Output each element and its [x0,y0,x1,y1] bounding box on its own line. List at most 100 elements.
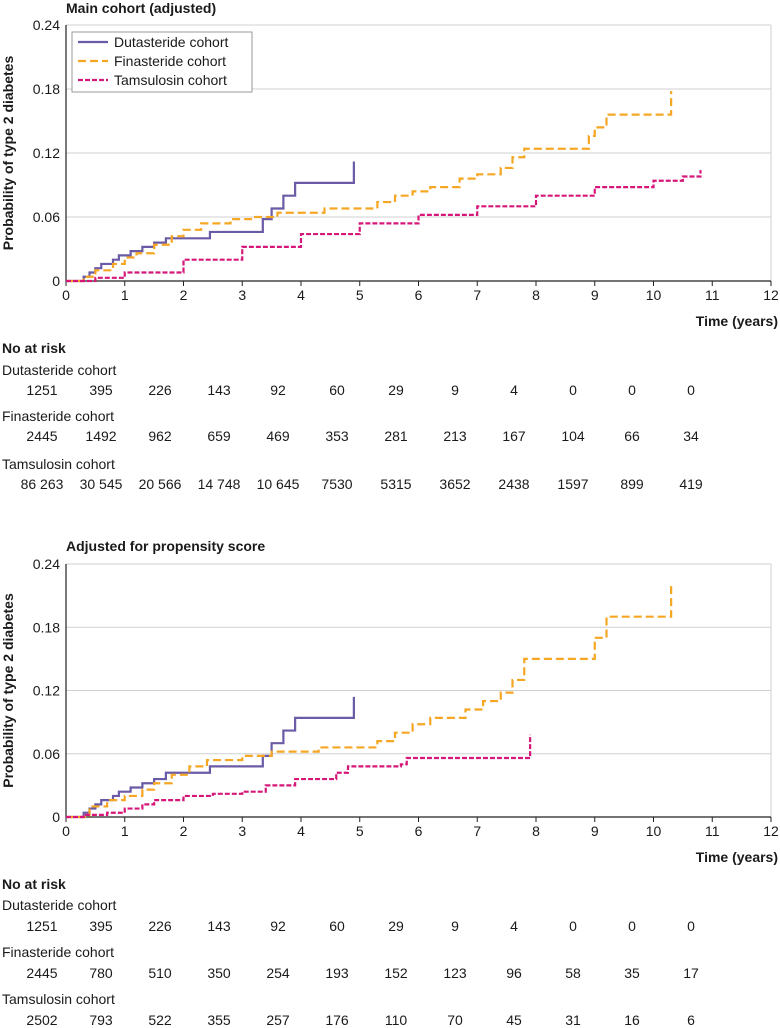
no-at-risk-value: 6 [687,1012,695,1028]
no-at-risk-value: 92 [270,382,286,398]
y-tick-label: 0.12 [33,683,60,699]
x-tick-label: 0 [62,287,70,303]
no-at-risk-value: 66 [624,428,640,444]
no-at-risk-value: 70 [447,1012,463,1028]
no-at-risk-value: 29 [388,918,404,934]
no-at-risk-value: 395 [89,918,113,934]
x-tick-label: 7 [473,287,481,303]
no-at-risk-value: 1251 [26,382,58,398]
x-tick-label: 0 [62,823,70,839]
no-at-risk-value: 3652 [439,476,471,492]
no-at-risk-value: 167 [502,428,526,444]
chart-title: Main cohort (adjusted) [66,0,217,16]
x-tick-label: 8 [532,823,540,839]
no-at-risk-value: 60 [329,382,345,398]
no-at-risk-value: 176 [325,1012,349,1028]
no-at-risk-value: 104 [561,428,585,444]
legend-label: Dutasteride cohort [114,34,229,50]
no-at-risk-value: 152 [384,965,408,981]
x-tick-label: 4 [297,287,305,303]
no-at-risk-value: 30 545 [79,476,123,492]
no-at-risk-value: 0 [687,382,695,398]
no-at-risk-cohort-label: Dutasteride cohort [2,362,117,378]
x-tick-label: 9 [591,287,599,303]
y-tick-label: 0.18 [33,81,60,97]
no-at-risk-value: 780 [89,965,113,981]
no-at-risk-value: 355 [207,1012,231,1028]
no-at-risk-value: 0 [569,918,577,934]
x-axis-label: Time (years) [696,313,778,329]
no-at-risk-value: 1251 [26,918,58,934]
no-at-risk-value: 2445 [26,965,58,981]
x-tick-label: 2 [180,823,188,839]
no-at-risk-value: 4 [510,918,518,934]
no-at-risk-cohort-label: Finasteride cohort [2,408,115,424]
y-tick-label: 0.24 [33,17,60,33]
no-at-risk-value: 793 [89,1012,113,1028]
no-at-risk-value: 419 [679,476,703,492]
no-at-risk-cohort-label: Dutasteride cohort [2,897,117,913]
x-tick-label: 8 [532,287,540,303]
y-tick-label: 0.18 [33,619,60,635]
x-tick-label: 1 [121,287,129,303]
no-at-risk-value: 213 [443,428,467,444]
no-at-risk-heading: No at risk [2,340,66,356]
no-at-risk-value: 4 [510,382,518,398]
no-at-risk-value: 962 [148,428,172,444]
no-at-risk-value: 395 [89,382,113,398]
no-at-risk-value: 20 566 [138,476,182,492]
no-at-risk-value: 281 [384,428,408,444]
x-tick-label: 12 [763,823,779,839]
no-at-risk-value: 0 [628,382,636,398]
no-at-risk-cohort-label: Tamsulosin cohort [2,991,115,1007]
no-at-risk-value: 0 [628,918,636,934]
x-tick-label: 3 [238,823,246,839]
no-at-risk-value: 7530 [321,476,353,492]
no-at-risk-value: 2445 [26,428,58,444]
no-at-risk-value: 659 [207,428,231,444]
x-tick-label: 9 [591,823,599,839]
no-at-risk-value: 60 [329,918,345,934]
no-at-risk-value: 193 [325,965,349,981]
no-at-risk-value: 2502 [26,1012,58,1028]
y-tick-label: 0.06 [33,209,60,225]
no-at-risk-value: 34 [683,428,699,444]
no-at-risk-value: 522 [148,1012,172,1028]
x-tick-label: 6 [415,287,423,303]
no-at-risk-value: 510 [148,965,172,981]
y-tick-label: 0.06 [33,746,60,762]
series-line-finasteride-cohort [66,585,673,819]
no-at-risk-value: 10 645 [256,476,300,492]
x-tick-label: 5 [356,823,364,839]
no-at-risk-value: 226 [148,918,172,934]
y-tick-label: 0 [52,809,60,825]
no-at-risk-value: 14 748 [197,476,241,492]
x-tick-label: 5 [356,287,364,303]
no-at-risk-value: 35 [624,965,640,981]
y-tick-label: 0 [52,273,60,289]
y-tick-label: 0.24 [33,556,60,572]
no-at-risk-value: 9 [451,382,459,398]
no-at-risk-value: 2438 [498,476,530,492]
y-axis-label: Probability of type 2 diabetes [0,593,16,788]
no-at-risk-value: 254 [266,965,290,981]
no-at-risk-value: 16 [624,1012,640,1028]
x-tick-label: 4 [297,823,305,839]
series-line-tamsulosin-cohort [66,170,702,283]
no-at-risk-value: 58 [565,965,581,981]
x-tick-label: 2 [180,287,188,303]
no-at-risk-value: 17 [683,965,699,981]
no-at-risk-value: 110 [384,1012,408,1028]
series-line-dutasteride-cohort [66,696,355,819]
x-tick-label: 1 [121,823,129,839]
no-at-risk-value: 899 [620,476,644,492]
series-line-tamsulosin-cohort [66,734,532,819]
no-at-risk-value: 226 [148,382,172,398]
no-at-risk-value: 257 [266,1012,290,1028]
no-at-risk-value: 92 [270,918,286,934]
no-at-risk-value: 0 [687,918,695,934]
y-axis-label: Probability of type 2 diabetes [0,56,16,251]
no-at-risk-value: 353 [325,428,349,444]
